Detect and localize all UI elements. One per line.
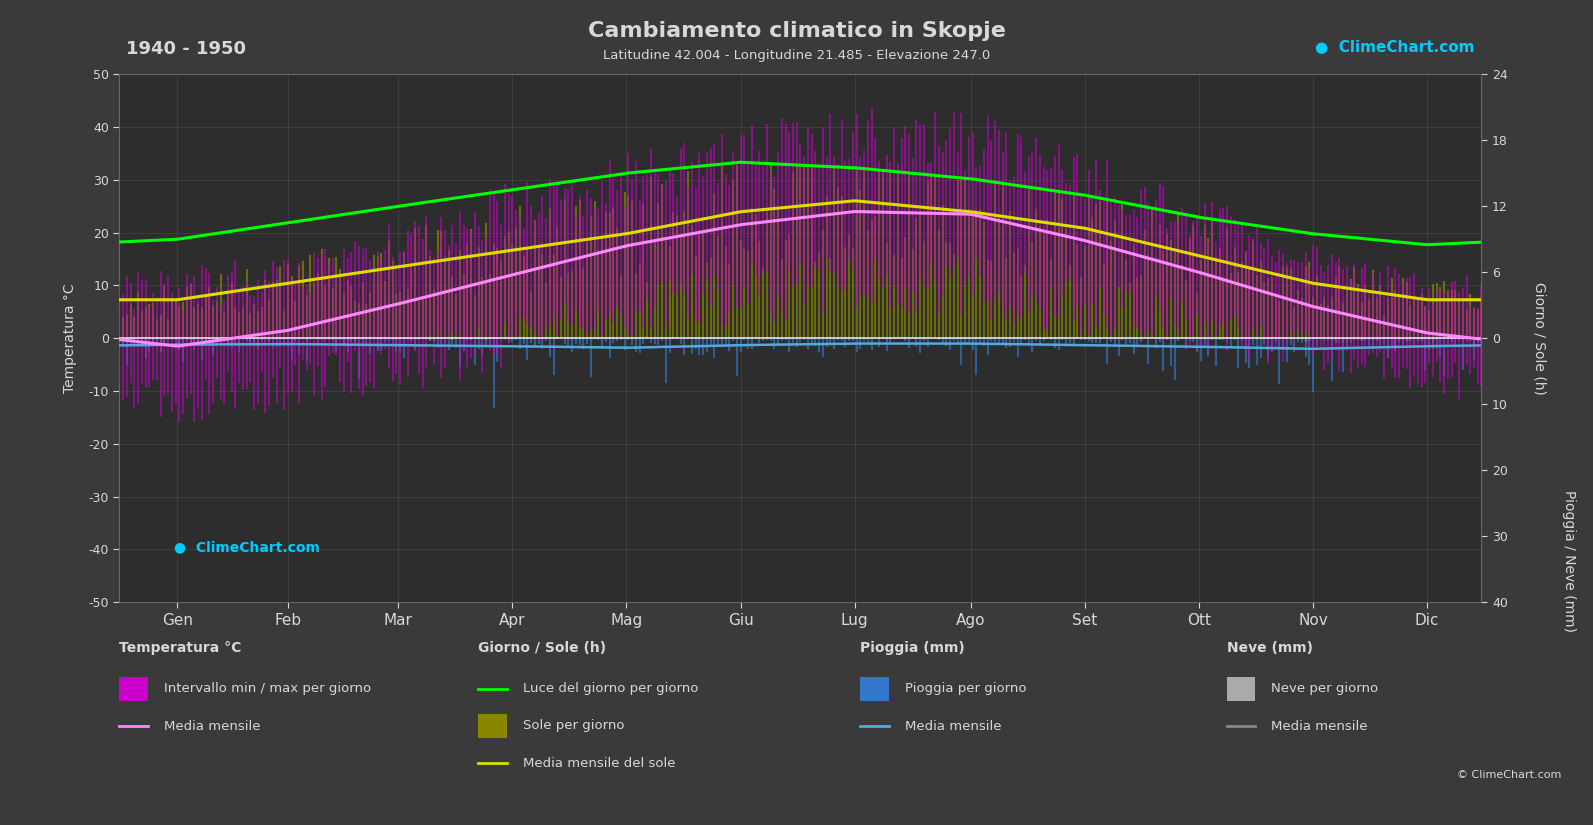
Text: Latitudine 42.004 - Longitudine 21.485 - Elevazione 247.0: Latitudine 42.004 - Longitudine 21.485 -…	[602, 50, 991, 63]
Text: Neve (mm): Neve (mm)	[1227, 641, 1313, 654]
Text: Luce del giorno per giorno: Luce del giorno per giorno	[523, 682, 698, 695]
Text: ●  ClimeChart.com: ● ClimeChart.com	[174, 540, 320, 554]
Text: ●  ClimeChart.com: ● ClimeChart.com	[1316, 40, 1475, 55]
Y-axis label: Temperatura °C: Temperatura °C	[64, 284, 78, 393]
Text: Media mensile: Media mensile	[1271, 719, 1368, 733]
Text: Cambiamento climatico in Skopje: Cambiamento climatico in Skopje	[588, 21, 1005, 40]
Text: Pioggia / Neve (mm): Pioggia / Neve (mm)	[1563, 490, 1575, 632]
Text: Pioggia per giorno: Pioggia per giorno	[905, 682, 1026, 695]
Text: Media mensile: Media mensile	[905, 719, 1002, 733]
Y-axis label: Giorno / Sole (h): Giorno / Sole (h)	[1532, 282, 1547, 394]
Text: Intervallo min / max per giorno: Intervallo min / max per giorno	[164, 682, 371, 695]
Text: 1940 - 1950: 1940 - 1950	[126, 40, 247, 58]
Text: Media mensile: Media mensile	[164, 719, 261, 733]
Text: © ClimeChart.com: © ClimeChart.com	[1456, 771, 1561, 780]
Text: Sole per giorno: Sole per giorno	[523, 719, 624, 733]
Text: Neve per giorno: Neve per giorno	[1271, 682, 1378, 695]
Text: Media mensile del sole: Media mensile del sole	[523, 757, 675, 770]
Text: Giorno / Sole (h): Giorno / Sole (h)	[478, 641, 605, 654]
Text: Temperatura °C: Temperatura °C	[119, 641, 242, 654]
Text: Pioggia (mm): Pioggia (mm)	[860, 641, 965, 654]
